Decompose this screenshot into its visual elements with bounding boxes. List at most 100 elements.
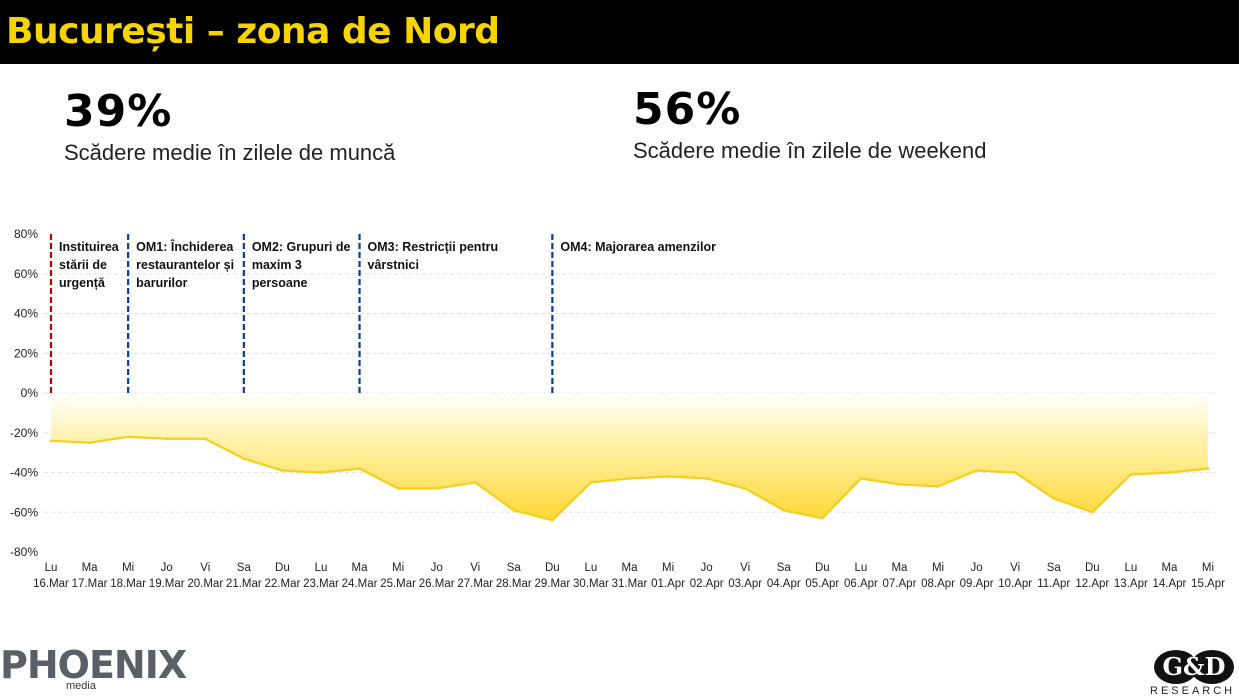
data-point	[435, 487, 439, 490]
x-tick-date: 06.Apr	[844, 578, 878, 590]
x-tick-day: Vi	[1010, 562, 1020, 574]
x-tick-day: Lu	[1124, 562, 1137, 574]
event-label: OM3: Restricții pentru vârstnici	[368, 240, 499, 272]
x-tick-date: 02.Apr	[690, 578, 724, 590]
data-point	[358, 467, 361, 470]
gd-research-logo: G&D RESEARCH	[1148, 645, 1239, 700]
x-tick-day: Jo	[971, 562, 983, 574]
stat-weekend-label: Scădere medie în zilele de weekend	[633, 138, 987, 163]
phoenix-logo-word: PHOENIX	[0, 643, 187, 687]
data-point	[165, 437, 169, 441]
x-tick-date: 15.Apr	[1191, 578, 1225, 590]
x-tick-date: 04.Apr	[767, 578, 801, 590]
x-tick-date: 18.Mar	[110, 578, 146, 590]
gd-logo-text: G&D	[1163, 652, 1226, 681]
data-point	[782, 508, 786, 512]
x-tick-day: Lu	[855, 562, 868, 574]
stat-weekend: 56% Scădere medie în zilele de weekend	[633, 84, 986, 164]
y-tick-label: 40%	[14, 307, 38, 321]
event-label: OM4: Majorarea amenzilor	[560, 240, 716, 254]
y-tick-label: -60%	[10, 505, 38, 519]
y-tick-label: 0%	[21, 386, 39, 400]
y-tick-label: -20%	[10, 426, 38, 440]
x-tick-day: Du	[545, 562, 560, 574]
y-tick-label: -40%	[10, 466, 38, 480]
x-tick-date: 01.Apr	[651, 578, 685, 590]
x-tick-day: Sa	[1047, 562, 1062, 574]
data-point	[820, 516, 824, 520]
event-label-line: persoane	[252, 276, 308, 290]
event-label-line: OM2: Grupuri de	[252, 240, 351, 254]
x-tick-day: Vi	[740, 562, 750, 574]
stat-workdays: 39% Scădere medie în zilele de muncă	[64, 86, 395, 166]
x-tick-day: Ma	[622, 562, 639, 574]
data-point	[512, 508, 516, 512]
gd-logo-mark: G&D	[1154, 650, 1234, 684]
x-tick-day: Sa	[237, 562, 252, 574]
event-label-line: vârstnici	[368, 258, 419, 272]
area-fill	[51, 393, 1208, 521]
event-label-line: Instituirea	[59, 240, 120, 254]
x-tick-day: Ma	[352, 562, 369, 574]
x-tick-date: 19.Mar	[149, 578, 185, 590]
stat-workdays-label: Scădere medie în zilele de muncă	[64, 140, 396, 165]
header-bar: București – zona de Nord	[0, 0, 1239, 64]
x-tick-day: Jo	[701, 562, 713, 574]
y-tick-label: 20%	[14, 346, 38, 360]
x-tick-date: 08.Apr	[921, 578, 955, 590]
data-point	[126, 435, 130, 439]
x-tick-day: Sa	[777, 562, 792, 574]
x-tick-day: Ma	[82, 562, 99, 574]
data-point	[898, 483, 901, 486]
x-tick-day: Du	[275, 562, 290, 574]
x-tick-date: 23.Mar	[303, 578, 339, 590]
x-tick-date: 30.Mar	[573, 578, 609, 590]
x-tick-day: Mi	[1202, 562, 1214, 574]
x-tick-date: 03.Apr	[728, 578, 762, 590]
x-tick-date: 07.Apr	[883, 578, 917, 590]
data-point	[242, 457, 246, 460]
data-point	[203, 437, 207, 441]
x-tick-date: 28.Mar	[496, 578, 532, 590]
x-tick-day: Du	[815, 562, 830, 574]
data-point	[1129, 473, 1133, 476]
data-point	[88, 441, 91, 445]
x-tick-date: 10.Apr	[998, 578, 1032, 590]
stat-workdays-value: 39%	[64, 86, 173, 137]
x-tick-date: 13.Apr	[1114, 578, 1148, 590]
stat-weekend-value: 56%	[633, 84, 742, 135]
x-tick-date: 12.Apr	[1075, 578, 1109, 590]
x-tick-day: Mi	[662, 562, 674, 574]
x-tick-date: 26.Mar	[419, 578, 455, 590]
phoenix-media-logo: PHOENIX media	[0, 645, 210, 695]
gd-logo-sub: RESEARCH	[1150, 685, 1236, 697]
x-tick-day: Mi	[122, 562, 134, 574]
data-point	[589, 481, 593, 484]
data-point	[859, 477, 863, 480]
x-tick-date: 24.Mar	[342, 578, 378, 590]
x-tick-date: 14.Apr	[1152, 578, 1186, 590]
data-point	[1013, 471, 1017, 474]
phoenix-logo-sub: media	[66, 680, 96, 692]
x-tick-day: Vi	[200, 562, 210, 574]
data-point	[319, 471, 323, 474]
x-tick-day: Ma	[891, 562, 908, 574]
y-tick-label: 80%	[14, 227, 38, 241]
x-tick-day: Ma	[1161, 562, 1178, 574]
data-point	[1206, 467, 1210, 470]
x-tick-date: 21.Mar	[226, 578, 262, 590]
data-point	[1090, 510, 1094, 514]
x-tick-date: 27.Mar	[457, 578, 493, 590]
event-label: Instituirea stării de urgență	[59, 240, 120, 290]
data-point	[628, 477, 631, 480]
data-point	[473, 481, 477, 484]
event-label: OM1: Închiderea restaurantelor și barurilo…	[136, 239, 234, 290]
x-tick-day: Vi	[470, 562, 480, 574]
data-point	[975, 469, 978, 472]
x-tick-date: 09.Apr	[960, 578, 994, 590]
data-point	[1168, 471, 1171, 474]
event-label-line: barurilor	[136, 276, 188, 290]
x-tick-date: 31.Mar	[612, 578, 648, 590]
x-tick-day: Lu	[585, 562, 598, 574]
data-point	[550, 518, 554, 522]
